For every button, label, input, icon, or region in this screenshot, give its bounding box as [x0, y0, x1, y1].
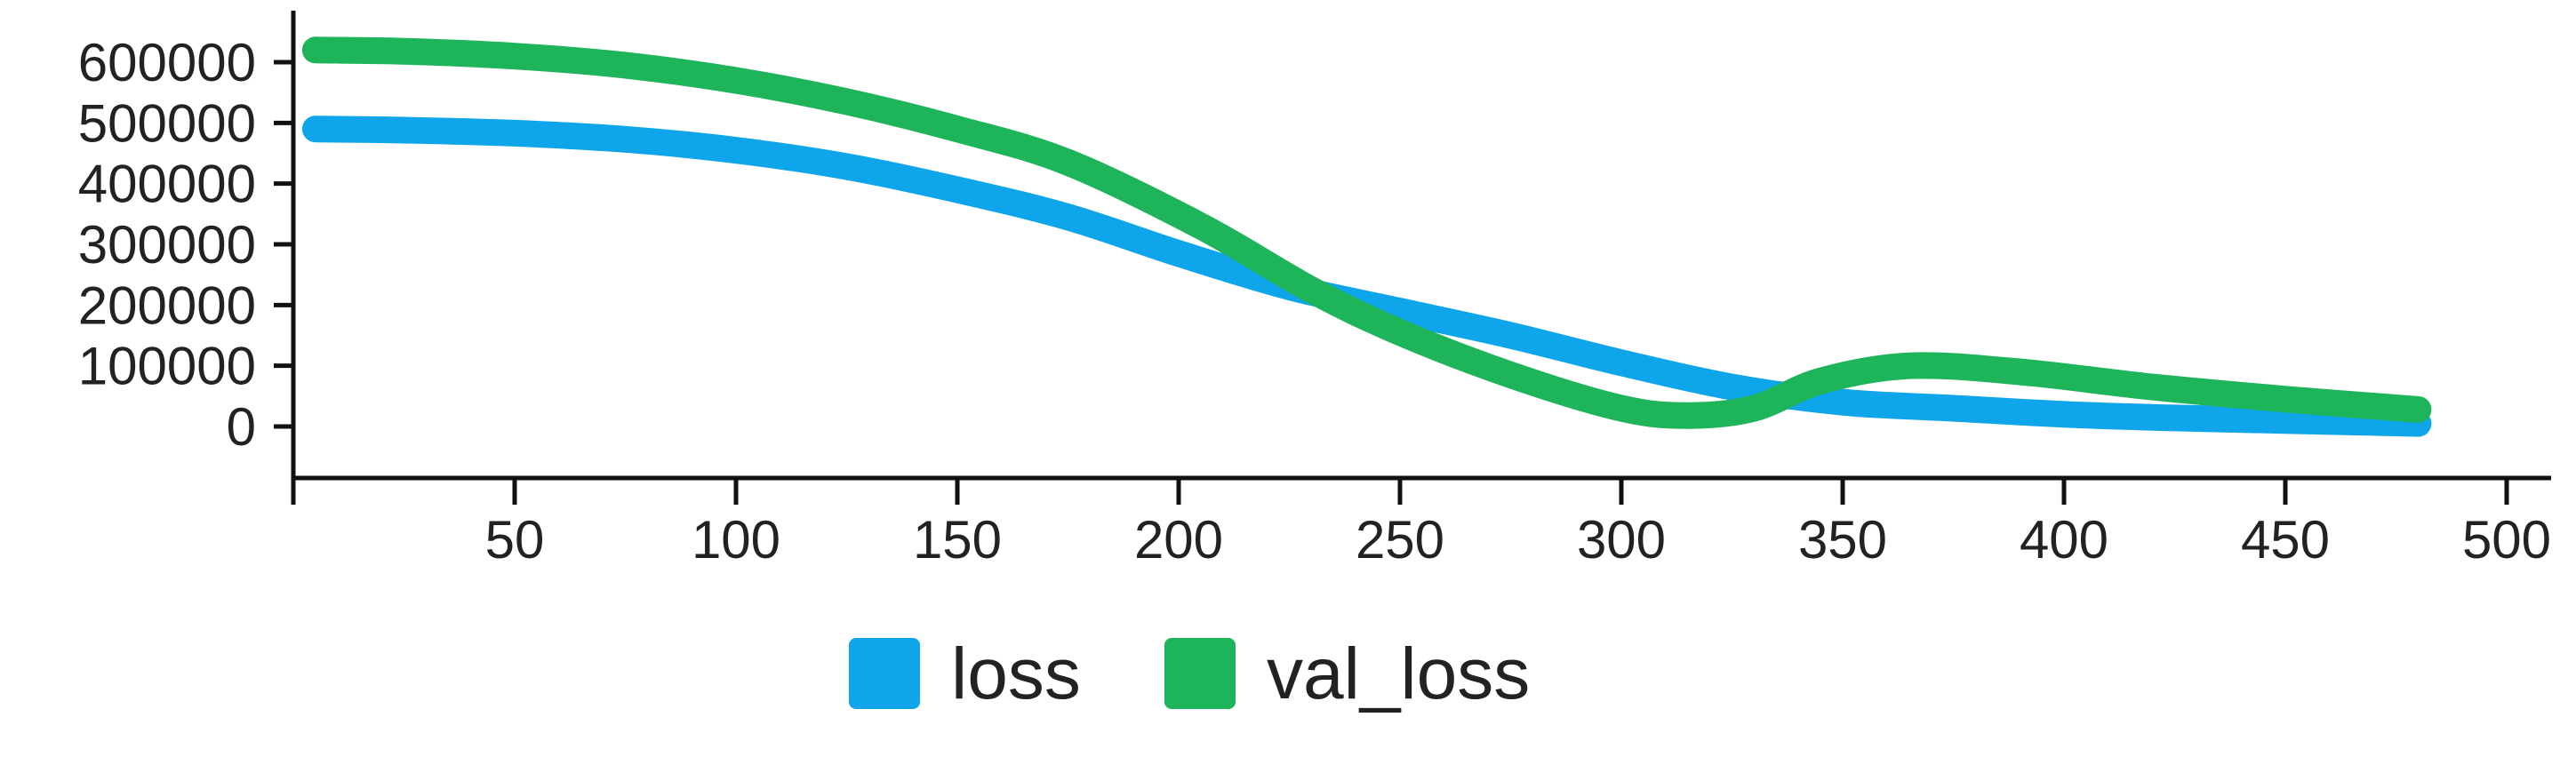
- x-tick-label: 200: [1134, 510, 1223, 570]
- series-layer: [301, 36, 2432, 437]
- y-tick-label: 200000: [78, 275, 256, 335]
- x-tick-label: 300: [1577, 510, 1666, 570]
- legend-swatch-loss: [849, 638, 920, 709]
- legend-label-val-loss: val_loss: [1267, 633, 1530, 714]
- x-tick-label: 350: [1798, 510, 1887, 570]
- x-tick-label: 50: [485, 510, 545, 570]
- x-tick-label: 100: [692, 510, 780, 570]
- x-tick-label: 250: [1356, 510, 1444, 570]
- legend-swatch-val-loss: [1164, 638, 1236, 709]
- y-tick-label: 100000: [78, 337, 256, 396]
- x-tick-label: 150: [913, 510, 1002, 570]
- y-tick-label: 0: [227, 397, 256, 457]
- y-tick-label: 300000: [78, 215, 256, 275]
- x-tick-label: 500: [2462, 510, 2551, 570]
- series-line-val-loss: [301, 36, 2432, 429]
- legend-label-loss: loss: [951, 633, 1081, 714]
- legend: loss val_loss: [849, 633, 1530, 714]
- x-tick-label: 400: [2020, 510, 2108, 570]
- y-tick-label: 600000: [78, 33, 256, 92]
- y-tick-label: 500000: [78, 93, 256, 153]
- x-tick-label: 450: [2241, 510, 2330, 570]
- y-tick-label: 400000: [78, 155, 256, 214]
